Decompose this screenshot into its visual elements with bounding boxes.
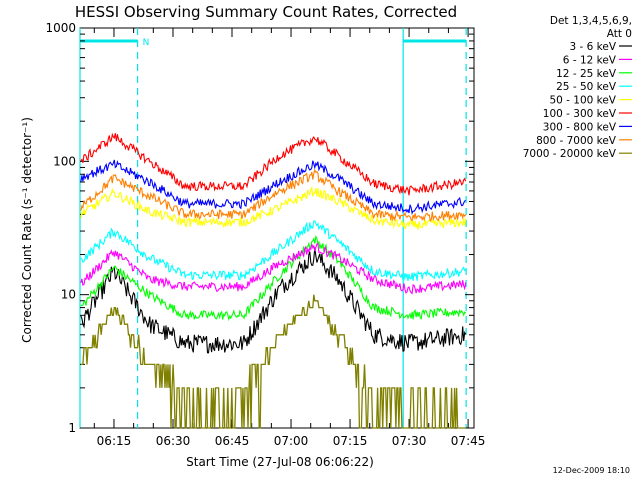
- x-tick-label: 07:15: [333, 434, 368, 448]
- legend-label: 7000 - 20000 keV: [523, 148, 617, 160]
- legend-label: 6 - 12 keV: [563, 54, 617, 66]
- legend-label: 3 - 6 keV: [569, 41, 616, 53]
- plot-area: N 1 10 100 1000 06:15 06:30 06:45 07:00 07:15 07:3…: [45, 21, 485, 448]
- y-tick-label: 1: [68, 421, 76, 435]
- y-tick-label: 10: [61, 288, 76, 302]
- legend-label: 100 - 300 keV: [543, 108, 617, 120]
- chart-title: HESSI Observing Summary Count Rates, Cor…: [75, 3, 457, 21]
- series-line-100-300-keV: [80, 132, 467, 196]
- x-axis-title: Start Time (27-Jul-08 06:06:22): [186, 455, 374, 469]
- y-tick-label: 1000: [45, 21, 76, 35]
- series-line-50-100-keV: [80, 185, 467, 230]
- x-tick-label: 06:30: [156, 434, 191, 448]
- legend-label: 12 - 25 keV: [556, 68, 617, 80]
- series-line-6-12-keV: [80, 243, 467, 295]
- series-line-7000-20000-keV: [80, 294, 466, 429]
- x-tick-label: 06:45: [215, 434, 250, 448]
- x-tick-label: 06:15: [97, 434, 132, 448]
- x-tick-label: 07:45: [451, 434, 486, 448]
- legend-label: 25 - 50 keV: [556, 81, 617, 93]
- series-line-3-6-keV: [80, 247, 467, 354]
- y-tick-label: 100: [53, 154, 76, 168]
- timestamp: 12-Dec-2009 18:10: [553, 466, 630, 475]
- x-tick-label: 07:30: [392, 434, 427, 448]
- series-line-800-7000-keV: [80, 168, 467, 222]
- legend-header-line1: Det 1,3,4,5,6,9,: [550, 15, 632, 27]
- series-line-25-50-keV: [80, 220, 466, 281]
- legend-label: 50 - 100 keV: [549, 95, 616, 107]
- legend-label: 300 - 800 keV: [543, 121, 617, 133]
- series-line-300-800-keV: [80, 159, 466, 215]
- y-axis-title: Corrected Count Rate (s⁻¹ detector⁻¹): [20, 117, 34, 343]
- series-line-12-25-keV: [80, 234, 467, 322]
- night-label: N: [143, 38, 150, 48]
- legend-header-line2: Att 0: [607, 28, 632, 40]
- plot-frame: [79, 27, 475, 429]
- x-tick-label: 07:00: [274, 434, 309, 448]
- legend-label: 800 - 7000 keV: [536, 135, 617, 147]
